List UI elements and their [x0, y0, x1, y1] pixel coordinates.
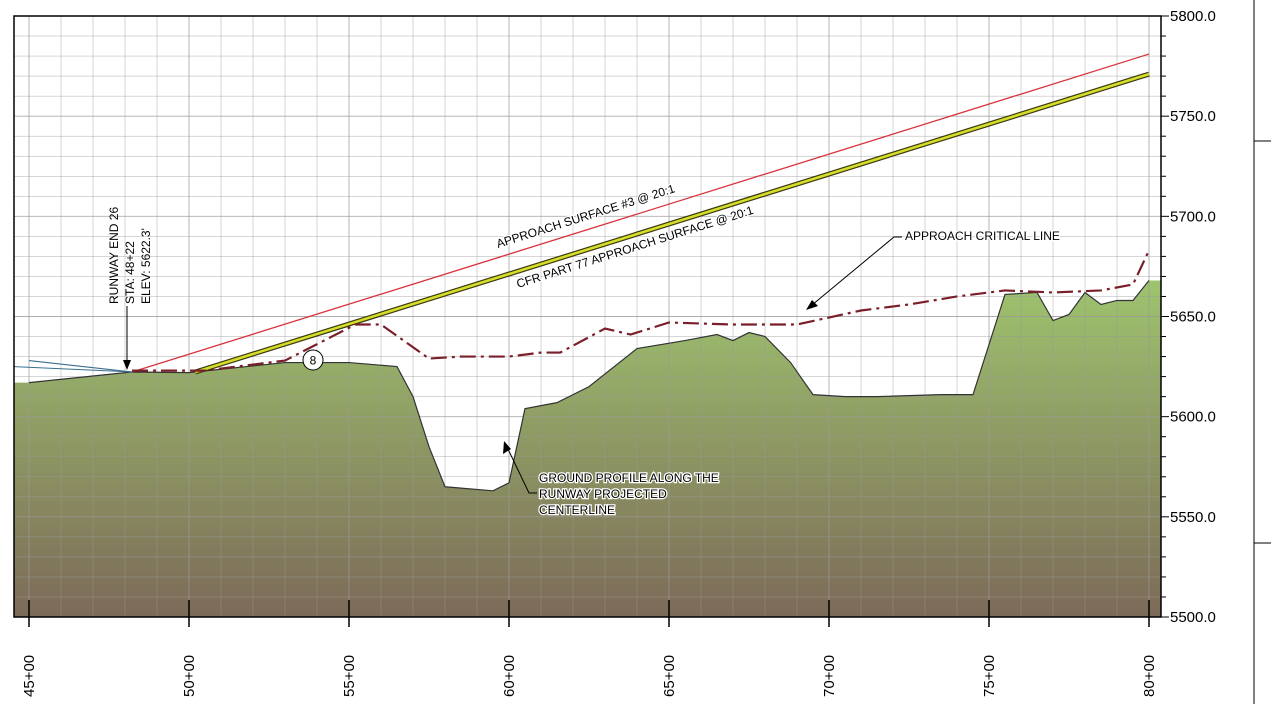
y-tick-label: 5550.0: [1170, 509, 1216, 526]
y-tick-label: 5650.0: [1170, 309, 1216, 326]
y-tick-label: 5800.0: [1170, 8, 1216, 25]
x-tick-label: 75+00: [981, 655, 998, 697]
x-tick-label: 65+00: [661, 655, 678, 697]
ground-profile-leader: [506, 446, 537, 494]
runway-end-arrowhead: [123, 360, 131, 370]
marker-circle: [302, 349, 324, 371]
runway-line: [28, 359, 133, 373]
x-tick-label: 70+00: [821, 655, 838, 697]
cfr-surface-line: [195, 72, 1150, 374]
ground-profile-label-line3: CENTERLINE: [539, 503, 615, 517]
y-tick-label: 5500.0: [1170, 609, 1216, 626]
critical-line: [132, 249, 1150, 372]
ground-profile-label-line2: RUNWAY PROJECTED: [539, 487, 667, 501]
critical-line-leader: [811, 236, 902, 306]
approach-surface-line: [131, 53, 1150, 373]
critical-line-label: APPROACH CRITICAL LINE: [905, 229, 1060, 243]
runway-end-label: RUNWAY END 26: [107, 207, 121, 304]
x-tick-label: 80+00: [1141, 655, 1158, 697]
x-tick-label: 45+00: [21, 655, 38, 697]
runway-line-lower: [14, 366, 133, 373]
x-tick-label: 50+00: [181, 655, 198, 697]
x-tick-label: 55+00: [341, 655, 358, 697]
runway-sta-label: STA: 48+22: [123, 241, 137, 304]
critical-line-arrowhead: [806, 300, 818, 310]
x-tick-label: 60+00: [501, 655, 518, 697]
ground-profile-label-line1: GROUND PROFILE ALONG THE: [539, 471, 719, 485]
ground-fill: [14, 280, 1161, 617]
y-tick-label: 5700.0: [1170, 208, 1216, 225]
y-tick-label: 5750.0: [1170, 108, 1216, 125]
runway-elev-label: ELEV: 5622.3': [139, 228, 153, 304]
ground-profile-arrowhead: [503, 441, 511, 454]
marker-label: 8: [310, 354, 317, 368]
y-tick-label: 5600.0: [1170, 409, 1216, 426]
ground-profile-line: [28, 280, 1150, 492]
